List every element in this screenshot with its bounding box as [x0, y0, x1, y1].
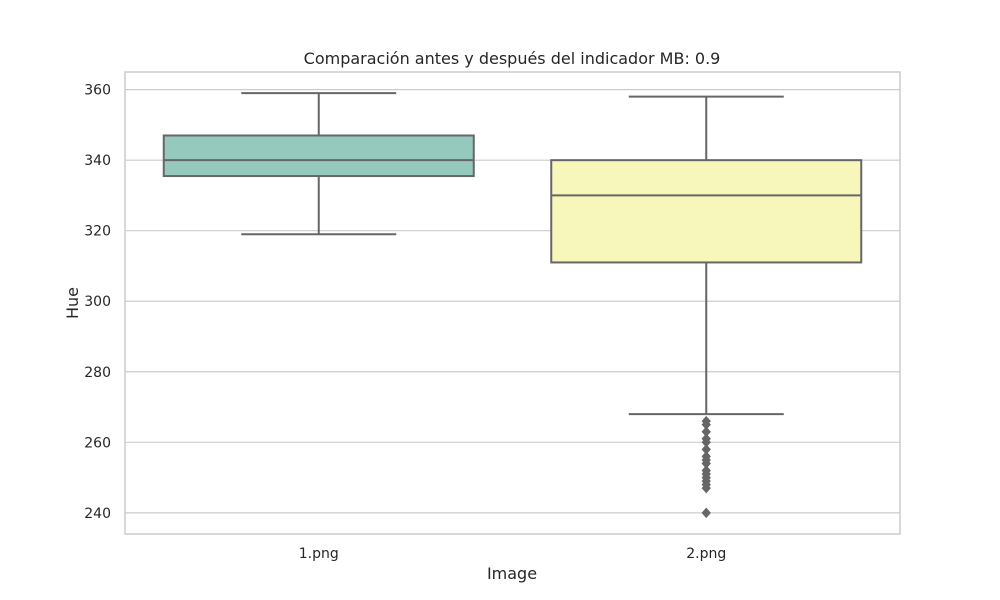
y-tick-340: 340 — [84, 153, 111, 169]
box-group-1 — [162, 92, 475, 236]
y-tick-240: 240 — [84, 506, 111, 522]
plot-frame — [124, 71, 901, 535]
x-tick-labels: 1.png 2.png — [299, 546, 727, 562]
y-axis-label: Hue — [63, 287, 82, 319]
x-tick-2: 2.png — [686, 546, 726, 562]
boxes-layer — [162, 92, 863, 519]
chart-title: Comparación antes y después del indicado… — [304, 49, 721, 68]
y-tick-360: 360 — [84, 83, 111, 99]
outlier-point — [701, 507, 711, 519]
box-group-2 — [550, 95, 863, 519]
box-iqr — [550, 159, 863, 264]
y-tick-280: 280 — [84, 365, 111, 381]
y-tick-260: 260 — [84, 435, 111, 451]
outlier-point — [701, 482, 711, 494]
y-tick-300: 300 — [84, 294, 111, 310]
x-tick-1: 1.png — [299, 546, 339, 562]
x-axis-label: Image — [487, 564, 537, 583]
box-iqr — [162, 134, 475, 178]
y-tick-320: 320 — [84, 224, 111, 240]
y-tick-labels: 240 260 280 300 320 340 360 — [84, 83, 111, 522]
